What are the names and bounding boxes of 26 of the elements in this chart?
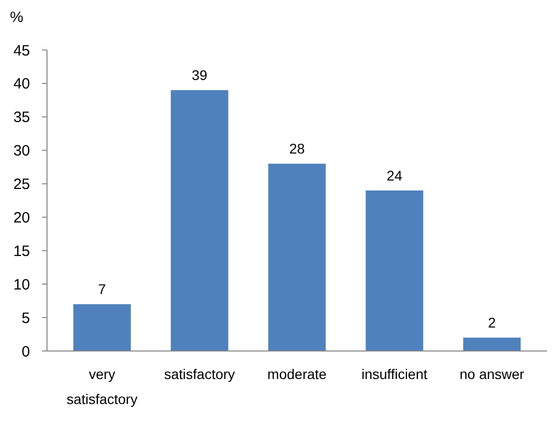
bar: [268, 164, 326, 351]
x-tick-label: moderate: [267, 366, 327, 382]
y-tick-label: 15: [13, 242, 30, 260]
bar: [73, 304, 131, 351]
x-tick-label: insufficient: [362, 366, 428, 382]
x-tick-label: satisfactory: [164, 366, 235, 382]
data-label: 24: [386, 167, 402, 184]
y-tick-label: 30: [13, 142, 30, 160]
data-label: 7: [98, 281, 106, 298]
y-tick-label: 10: [13, 276, 30, 294]
data-label: 39: [192, 67, 208, 84]
bar: [170, 90, 228, 351]
data-label: 2: [488, 314, 496, 331]
bar: [366, 190, 424, 351]
y-tick-label: 25: [13, 176, 30, 194]
y-axis-title: %: [10, 9, 24, 26]
y-tick-label: 45: [13, 42, 30, 60]
y-tick-label: 35: [13, 109, 30, 126]
x-tick-label: very satisfactory: [66, 366, 138, 407]
y-tick-label: 40: [13, 76, 30, 93]
x-tick-label: no answer: [460, 366, 525, 382]
bar: [463, 338, 521, 351]
y-tick-label: 5: [22, 310, 30, 327]
y-tick-label: 0: [22, 343, 30, 360]
y-tick-label: 20: [13, 209, 30, 226]
data-label: 28: [289, 140, 305, 157]
